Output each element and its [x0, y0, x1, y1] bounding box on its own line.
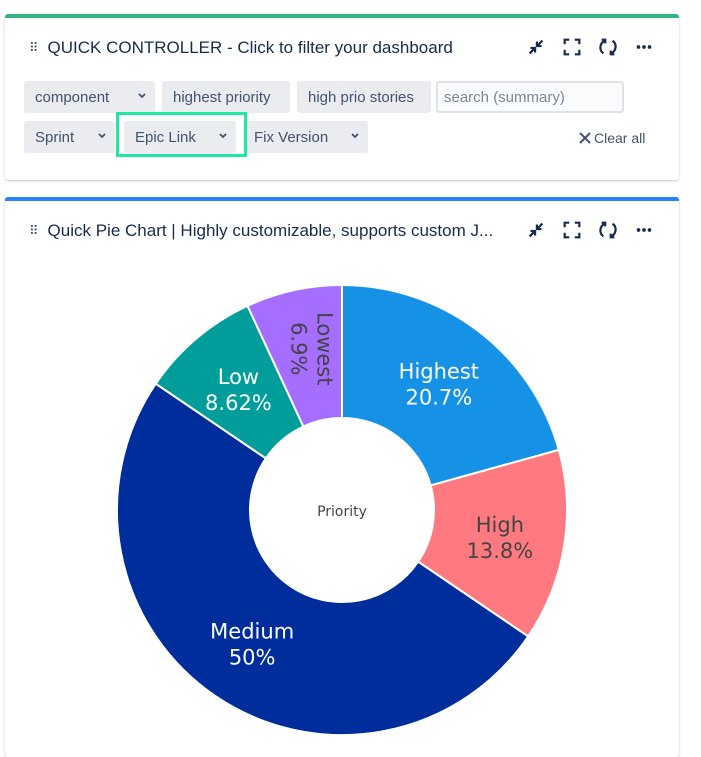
gadget-actions — [525, 36, 655, 58]
gadget-actions — [525, 219, 655, 241]
filter-epic-link[interactable]: Epic Link — [124, 121, 236, 153]
minimize-icon[interactable] — [525, 36, 547, 58]
pie-label-lowest: Lowest6.9% — [287, 312, 337, 385]
filter-highest-priority[interactable]: highest priority — [162, 81, 290, 113]
refresh-icon[interactable] — [597, 219, 619, 241]
pie-label-high: High 13.8% — [467, 513, 534, 563]
gadget-title: Quick Pie Chart | Highly customizable, s… — [47, 221, 494, 240]
filter-label: highest priority — [173, 88, 271, 106]
search-input[interactable] — [436, 81, 624, 113]
drag-handle-icon[interactable]: ⠿ — [29, 40, 38, 55]
filter-label: Sprint — [35, 128, 75, 146]
filter-fix-version[interactable]: Fix Version — [243, 121, 368, 153]
fullscreen-icon[interactable] — [561, 219, 583, 241]
filter-high-prio-stories[interactable]: high prio stories — [297, 81, 431, 113]
pie-label-low: Low 8.62% — [205, 365, 272, 415]
pie-label-highest: Highest 20.7% — [399, 360, 479, 410]
filter-label: Epic Link — [135, 128, 196, 146]
gadget-title: QUICK CONTROLLER - Click to filter your … — [47, 38, 453, 57]
chevron-down-icon — [138, 93, 146, 99]
drag-handle-icon[interactable]: ⠿ — [29, 223, 38, 238]
clear-all-label: Clear all — [594, 130, 646, 146]
quick-controller-gadget: ⠿ QUICK CONTROLLER - Click to filter you… — [5, 14, 679, 180]
pie-slice-lowest[interactable] — [246, 283, 343, 428]
more-icon[interactable] — [633, 219, 655, 241]
clear-all-button[interactable]: Clear all — [578, 130, 645, 146]
pie-slice-highest[interactable] — [341, 283, 561, 487]
gadget-header: ⠿ QUICK CONTROLLER - Click to filter you… — [29, 38, 453, 58]
priority-pie-chart: Priority Highest 20.7% High 13.8% Medium 50% L… — [116, 283, 568, 736]
gadget-header: ⠿ Quick Pie Chart | Highly customizable,… — [29, 221, 493, 241]
chevron-down-icon — [351, 133, 359, 139]
filter-label: component — [35, 88, 110, 106]
close-icon — [579, 132, 591, 144]
filter-sprint[interactable]: Sprint — [24, 121, 115, 153]
minimize-icon[interactable] — [525, 219, 547, 241]
fullscreen-icon[interactable] — [561, 36, 583, 58]
filter-label: high prio stories — [308, 88, 414, 106]
refresh-icon[interactable] — [597, 36, 619, 58]
highlight-box — [116, 112, 247, 157]
pie-slice-high[interactable] — [416, 448, 568, 638]
more-icon[interactable] — [633, 36, 655, 58]
filter-component[interactable]: component — [24, 81, 155, 113]
filter-label: Fix Version — [254, 128, 329, 146]
pie-center-label: Priority — [317, 504, 367, 520]
chevron-down-icon — [219, 133, 227, 139]
pie-slice-medium[interactable] — [116, 382, 530, 736]
chevron-down-icon — [98, 133, 106, 139]
pie-label-medium: Medium 50% — [210, 619, 294, 669]
